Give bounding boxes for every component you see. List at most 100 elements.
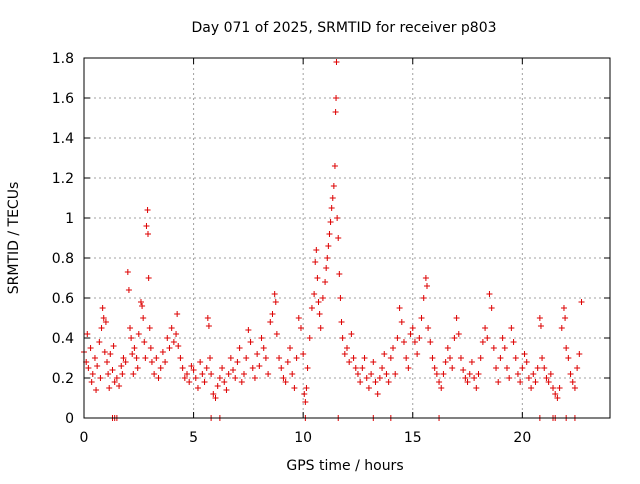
data-point — [284, 359, 291, 365]
data-point — [234, 359, 241, 365]
data-point — [418, 315, 425, 321]
data-point — [361, 355, 368, 361]
data-point — [302, 399, 309, 405]
data-point — [164, 335, 171, 341]
data-point — [560, 305, 567, 311]
data-point — [162, 359, 169, 365]
data-point — [336, 271, 343, 277]
data-point — [473, 385, 480, 391]
data-point — [334, 215, 341, 221]
data-point — [265, 371, 272, 377]
data-point — [174, 311, 181, 317]
data-point — [385, 379, 392, 385]
data-point — [311, 291, 318, 297]
data-point — [329, 195, 336, 201]
y-tick-label: 1.2 — [52, 171, 74, 187]
data-point — [300, 351, 307, 357]
data-point — [170, 339, 177, 345]
data-point — [490, 345, 497, 351]
data-point — [186, 379, 193, 385]
data-point — [405, 365, 412, 371]
data-point — [563, 345, 570, 351]
data-point — [394, 335, 401, 341]
data-point — [503, 365, 510, 371]
data-point — [471, 375, 478, 381]
data-point — [341, 351, 348, 357]
data-point — [168, 325, 175, 331]
data-point — [339, 335, 346, 341]
data-point — [238, 379, 245, 385]
data-point — [175, 343, 182, 349]
data-point — [326, 231, 333, 237]
data-point — [141, 339, 148, 345]
data-point — [460, 367, 467, 373]
data-point — [109, 367, 116, 373]
data-point — [545, 379, 552, 385]
data-point — [140, 315, 147, 321]
data-point — [550, 385, 557, 391]
data-point — [350, 355, 357, 361]
data-point — [416, 335, 423, 341]
points-layer — [81, 59, 585, 421]
y-tick-label: 0.8 — [52, 251, 74, 267]
data-point — [289, 371, 296, 377]
x-tick-label: 10 — [294, 430, 312, 446]
data-point — [479, 339, 486, 345]
data-point — [111, 379, 118, 385]
data-point — [368, 371, 375, 377]
plot-frame — [83, 57, 611, 419]
data-point — [512, 355, 519, 361]
y-tick-label: 1.8 — [52, 51, 74, 67]
data-point — [125, 287, 132, 293]
x-tick-label: 20 — [513, 430, 531, 446]
data-point — [147, 345, 154, 351]
data-point — [322, 279, 329, 285]
data-point — [245, 327, 252, 333]
data-point — [331, 163, 338, 169]
data-point — [155, 375, 162, 381]
data-point — [482, 325, 489, 331]
data-point — [144, 231, 151, 237]
data-point — [400, 339, 407, 345]
data-point — [151, 371, 158, 377]
data-point — [137, 299, 144, 305]
data-point — [449, 365, 456, 371]
data-point — [133, 355, 140, 361]
data-point — [315, 299, 322, 305]
data-point — [536, 315, 543, 321]
data-point — [240, 371, 247, 377]
data-point — [554, 395, 561, 401]
data-point — [523, 359, 530, 365]
data-point — [219, 365, 226, 371]
data-point — [119, 371, 126, 377]
data-point — [508, 325, 515, 331]
data-point — [433, 371, 440, 377]
data-point — [99, 305, 106, 311]
data-point — [278, 365, 285, 371]
data-point — [210, 391, 217, 397]
data-point — [477, 355, 484, 361]
data-point — [501, 345, 508, 351]
data-point — [327, 219, 334, 225]
data-point — [543, 375, 550, 381]
data-point — [260, 345, 267, 351]
data-point — [269, 311, 276, 317]
data-point — [374, 391, 381, 397]
data-point — [541, 365, 548, 371]
data-point — [91, 355, 98, 361]
data-point — [558, 325, 565, 331]
data-point — [488, 305, 495, 311]
data-point — [530, 371, 537, 377]
data-point — [280, 375, 287, 381]
data-point — [139, 303, 146, 309]
data-point — [254, 351, 261, 357]
data-point — [93, 387, 100, 393]
data-point — [98, 325, 105, 331]
data-point — [475, 371, 482, 377]
data-point — [166, 345, 173, 351]
data-point — [272, 299, 279, 305]
data-point — [105, 371, 112, 377]
data-point — [379, 365, 386, 371]
data-point — [376, 375, 383, 381]
